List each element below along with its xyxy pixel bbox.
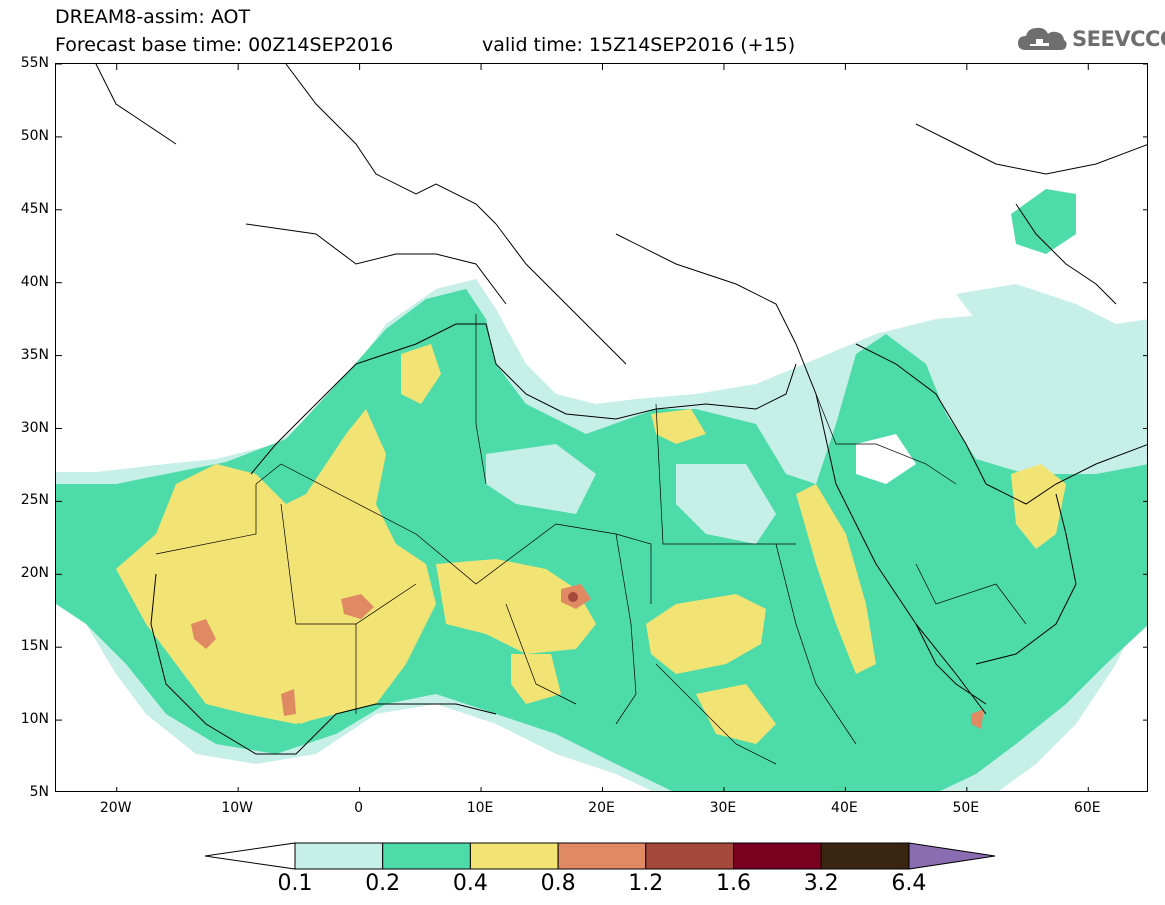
- forecast-base-time: Forecast base time: 00Z14SEP2016: [55, 34, 394, 56]
- colorbar-segment-1: [294, 842, 384, 870]
- lon-label-10W: 10W: [221, 800, 253, 816]
- colorbar-label-1.2: 1.2: [628, 871, 664, 896]
- country-borders: [155, 314, 1027, 765]
- map-canvas: [56, 64, 1147, 791]
- colorbar-segment-4: [557, 842, 647, 870]
- lon-label-60E: 60E: [1073, 800, 1101, 816]
- colorbar-segment-5: [645, 842, 734, 870]
- aot-map: [55, 63, 1148, 792]
- lon-label-20W: 20W: [99, 800, 132, 816]
- colorbar-segment-2: [382, 842, 471, 870]
- colorbar-segment-3: [469, 842, 559, 870]
- lat-label-20N: 20N: [20, 565, 49, 582]
- aot-band-1.2: [568, 592, 578, 602]
- lat-label-45N: 45N: [20, 200, 49, 217]
- lon-label-40E: 40E: [831, 800, 858, 816]
- colorbar-segment-6: [733, 842, 822, 870]
- chart-title: DREAM8-assim: AOT: [55, 6, 251, 28]
- colorbar-label-3.2: 3.2: [803, 871, 839, 896]
- axis-ticks: [56, 64, 1147, 791]
- colorbar-label-0.4: 0.4: [452, 871, 488, 896]
- lat-label-50N: 50N: [20, 127, 49, 144]
- cloud-icon: [1018, 27, 1067, 50]
- colorbar-label-0.1: 0.1: [277, 871, 313, 896]
- logo-text: SEEVCCC: [1072, 27, 1165, 51]
- colorbar-under-triangle: [205, 842, 296, 870]
- colorbar-label-1.6: 1.6: [716, 871, 751, 896]
- coastlines: [95, 64, 1147, 755]
- lat-label-25N: 25N: [20, 492, 49, 509]
- valid-time: valid time: 15Z14SEP2016 (+15): [482, 34, 796, 56]
- lat-label-40N: 40N: [20, 273, 49, 290]
- lon-label-20E: 20E: [588, 800, 615, 816]
- colorbar-label-6.4: 6.4: [891, 871, 927, 896]
- lat-label-30N: 30N: [20, 419, 49, 436]
- colorbar-over-triangle: [908, 842, 996, 870]
- lon-label-30E: 30E: [709, 800, 737, 816]
- lat-label-5N: 5N: [29, 784, 49, 800]
- colorbar-segment-7: [820, 842, 910, 870]
- lat-label-15N: 15N: [20, 638, 49, 655]
- colorbar: [205, 842, 996, 870]
- colorbar-label-0.2: 0.2: [365, 871, 401, 896]
- lon-label-50E: 50E: [952, 800, 980, 816]
- lat-label-35N: 35N: [20, 346, 49, 363]
- lat-label-10N: 10N: [20, 711, 49, 728]
- seevccc-logo: SEEVCCC: [1016, 24, 1165, 54]
- aot-clear-areas: [486, 434, 916, 544]
- colorbar-label-0.8: 0.8: [540, 871, 576, 896]
- lat-label-55N: 55N: [20, 55, 49, 71]
- lon-label-0: 0: [354, 800, 364, 816]
- lon-label-10E: 10E: [466, 800, 494, 816]
